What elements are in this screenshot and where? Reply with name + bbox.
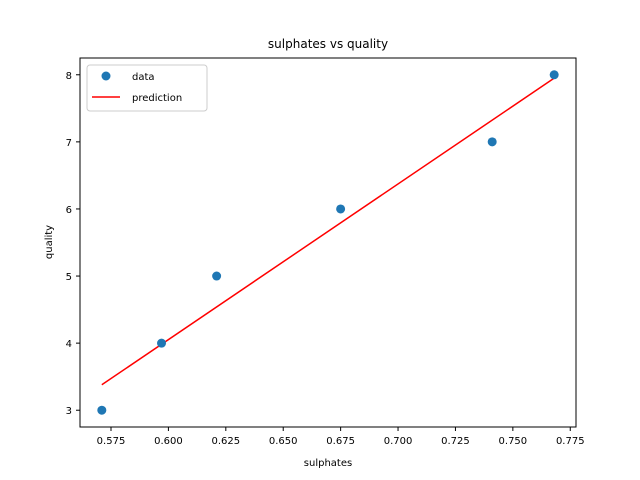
legend-label-prediction: prediction: [132, 93, 182, 104]
x-tick-label: 0.675: [326, 436, 355, 447]
x-axis-label: sulphates: [304, 458, 352, 469]
x-tick-label: 0.625: [211, 436, 240, 447]
legend-label-data: data: [132, 72, 155, 83]
data-point: [549, 70, 559, 80]
points-layer: [97, 70, 559, 415]
y-axis-ticks: 3 4 5 6 7 8: [66, 71, 80, 417]
data-point: [97, 405, 107, 415]
x-tick-label: 0.700: [384, 436, 413, 447]
y-tick-label: 7: [66, 138, 72, 149]
y-tick-label: 5: [66, 272, 72, 283]
plot-frame: [79, 57, 577, 428]
legend-box: [86, 64, 208, 112]
legend: data prediction: [86, 64, 208, 112]
data-point: [487, 137, 497, 147]
x-axis-ticks: 0.575 0.600 0.625 0.650 0.675 0.700 0.725 0.750…: [97, 427, 585, 447]
data-point: [336, 204, 346, 214]
y-tick-label: 3: [66, 406, 72, 417]
legend-marker-data: [101, 71, 111, 81]
plot-area: [79, 57, 577, 428]
x-tick-label: 0.775: [556, 436, 585, 447]
x-tick-label: 0.600: [154, 436, 183, 447]
chart-title: sulphates vs quality: [268, 37, 388, 51]
x-tick-label: 0.725: [441, 436, 470, 447]
prediction-line: [101, 77, 555, 386]
y-tick-label: 4: [66, 339, 72, 350]
x-tick-label: 0.750: [499, 436, 528, 447]
x-tick-label: 0.650: [269, 436, 298, 447]
data-point: [157, 338, 167, 348]
data-point: [212, 271, 222, 281]
y-tick-label: 6: [66, 205, 72, 216]
y-tick-label: 8: [66, 71, 72, 82]
prediction-layer: [101, 77, 555, 386]
y-axis-label: quality: [44, 225, 55, 259]
x-tick-label: 0.575: [97, 436, 126, 447]
